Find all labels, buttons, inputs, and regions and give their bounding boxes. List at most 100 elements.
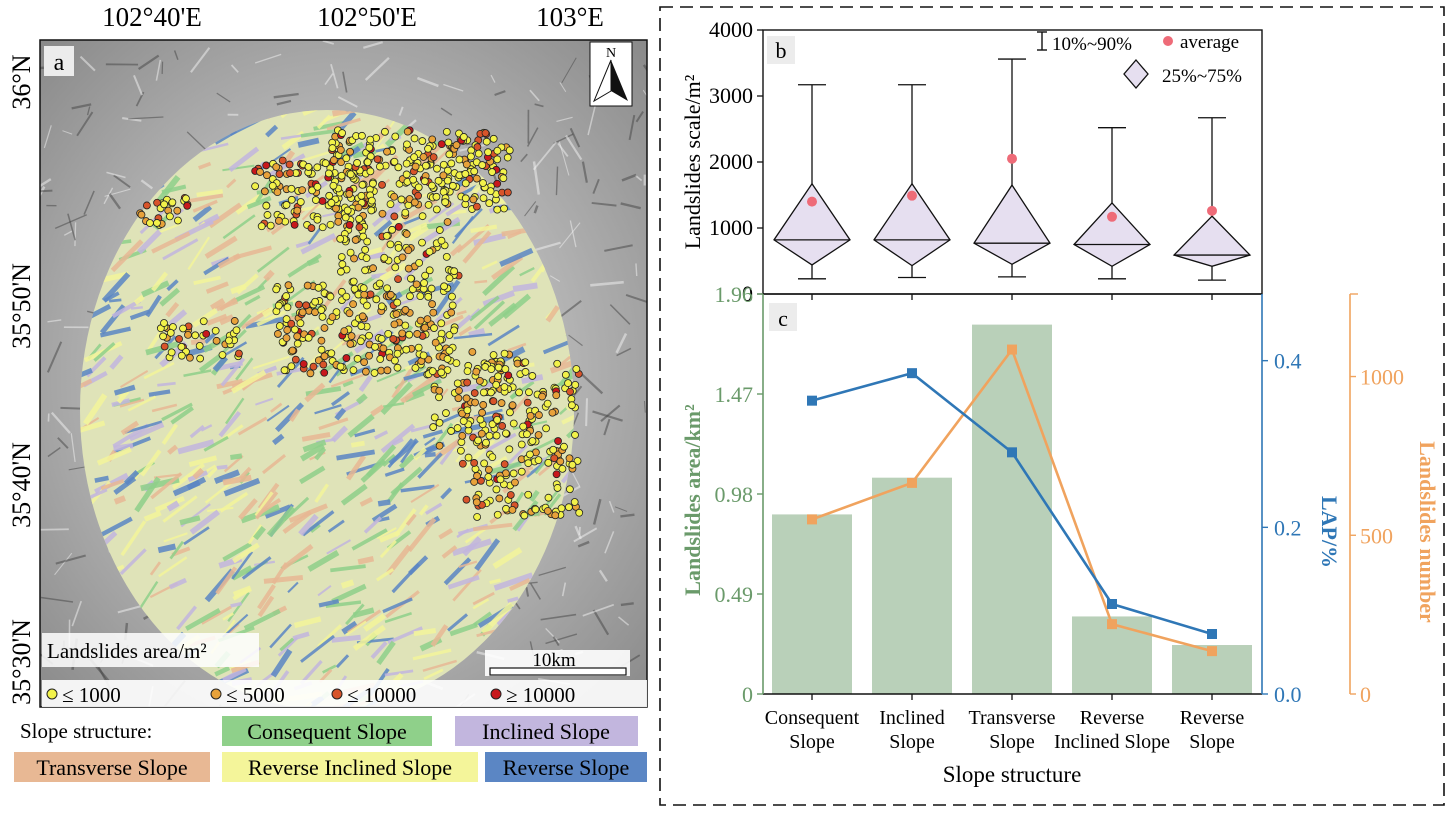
- landslide-point: [412, 163, 419, 170]
- landslide-point: [184, 331, 191, 338]
- box-mean-point: [807, 197, 817, 207]
- left-ytick-label: 0.49: [715, 582, 754, 607]
- landslide-point: [357, 338, 364, 345]
- landslide-point: [493, 381, 500, 388]
- landslide-point: [506, 446, 513, 453]
- panel-c-left-ylabel: Landslides area/km²: [680, 404, 705, 596]
- landslide-point: [485, 466, 492, 473]
- lat-label-2: 35°50'N: [7, 263, 36, 349]
- landslide-point: [460, 418, 467, 425]
- landslide-point: [176, 335, 183, 342]
- landslide-point: [562, 371, 569, 378]
- landslide-point: [482, 439, 489, 446]
- landslide-point: [295, 301, 302, 308]
- landslide-point: [326, 192, 333, 199]
- number-ytick-label: 500: [1360, 523, 1393, 548]
- landslide-point: [469, 348, 476, 355]
- landslide-point: [411, 199, 418, 206]
- landslide-point: [421, 324, 428, 331]
- map-panel: 102°40'E 102°50'E 103°E 36°N 35°50'N 35°…: [7, 2, 654, 782]
- landslide-point: [174, 217, 181, 224]
- left-ytick-label: 0.98: [715, 482, 754, 507]
- landslide-point: [444, 219, 451, 226]
- landslide-point: [438, 237, 445, 244]
- landslide-point: [566, 455, 573, 462]
- landslide-point: [359, 313, 366, 320]
- landslide-point: [471, 459, 478, 466]
- landslide-point: [411, 154, 418, 161]
- landslide-point: [426, 248, 433, 255]
- landslide-point: [381, 128, 388, 135]
- landslide-point: [480, 389, 487, 396]
- landslide-point: [436, 387, 443, 394]
- slope-legend-heading: Slope structure:: [20, 719, 152, 743]
- landslide-point: [393, 311, 400, 318]
- landslide-point: [252, 183, 259, 190]
- landslide-point: [383, 232, 390, 239]
- landslide-point: [499, 422, 506, 429]
- landslide-point: [476, 377, 483, 384]
- landslide-point: [436, 442, 443, 449]
- landslide-point: [225, 337, 232, 344]
- landslide-point: [527, 412, 534, 419]
- landslide-point: [453, 360, 460, 367]
- landslide-point: [264, 211, 271, 218]
- landslide-point: [347, 340, 354, 347]
- landslide-point: [355, 204, 362, 211]
- landslide-point: [565, 504, 572, 511]
- slope-label-reverse-inclined: Reverse Inclined Slope: [248, 755, 452, 780]
- landslide-point: [362, 267, 369, 274]
- landslide-point: [464, 379, 471, 386]
- landslide-point: [343, 155, 350, 162]
- landslide-point: [572, 431, 579, 438]
- landslide-point: [391, 213, 398, 220]
- landslide-point: [496, 495, 503, 502]
- landslide-point: [276, 323, 283, 330]
- lon-label-3: 103°E: [536, 2, 604, 32]
- landslide-point: [421, 279, 428, 286]
- landslide-point: [482, 130, 489, 137]
- lat-label-3: 35°40'N: [7, 442, 36, 528]
- landslide-point: [486, 200, 493, 207]
- landslide-point: [430, 309, 437, 316]
- landslide-point: [346, 310, 353, 317]
- landslide-point: [435, 177, 442, 184]
- lon-label-2: 102°50'E: [317, 2, 417, 32]
- landslide-point: [314, 183, 321, 190]
- landslide-point: [494, 416, 501, 423]
- lap-point: [1107, 599, 1117, 609]
- landslide-point: [378, 367, 385, 374]
- landslide-point: [442, 410, 449, 417]
- lap-point: [807, 396, 817, 406]
- landslide-point: [363, 302, 370, 309]
- landslide-point: [321, 324, 328, 331]
- landslide-point: [398, 196, 405, 203]
- landslide-point: [321, 369, 328, 376]
- category-label: Reverse: [1180, 707, 1245, 729]
- landslide-point: [521, 512, 528, 519]
- landslide-point: [390, 335, 397, 342]
- category-label: Inclined: [879, 707, 945, 729]
- landslide-point: [458, 439, 465, 446]
- landslide-point: [403, 160, 410, 167]
- lap-ytick-label: 0.2: [1274, 515, 1302, 540]
- landslide-point: [475, 150, 482, 157]
- landslide-point: [471, 478, 478, 485]
- landslide-point: [529, 438, 536, 445]
- landslide-point: [275, 302, 282, 309]
- landslide-point: [364, 238, 371, 245]
- landslide-point: [433, 206, 440, 213]
- landslide-point: [544, 507, 551, 514]
- box-mean-point: [1007, 154, 1017, 164]
- landslide-point: [315, 284, 322, 291]
- landslide-point: [442, 199, 449, 206]
- landslide-point: [414, 330, 421, 337]
- landslide-point: [463, 395, 470, 402]
- landslide-point: [516, 389, 523, 396]
- landslide-point: [337, 363, 344, 370]
- landslide-point: [344, 207, 351, 214]
- category-label: Transverse: [968, 707, 1055, 729]
- landslide-point: [429, 368, 436, 375]
- panel-label-c: c: [778, 306, 788, 331]
